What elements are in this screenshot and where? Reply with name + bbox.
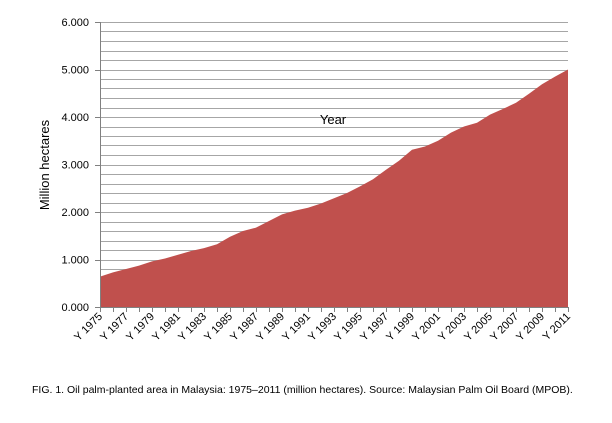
- x-tick-label: Y 2009: [514, 311, 547, 344]
- x-tick-label: Y 2011: [541, 311, 573, 343]
- y-tick-labels: 0.000 1.000 2.000 3.000 4.000 5.000 6.000: [61, 17, 100, 314]
- x-tick-label: Y 1977: [98, 311, 131, 344]
- x-tick-label: Y 1987: [228, 311, 261, 344]
- y-axis-title: Million hectares: [37, 119, 52, 210]
- x-tick-label: Y 1989: [254, 311, 287, 344]
- x-axis-title: Year: [320, 112, 347, 127]
- x-tick-label: Y 2007: [488, 311, 521, 344]
- x-tick-label: Y 1985: [202, 311, 235, 344]
- figure-caption: FIG. 1. Oil palm-planted area in Malaysi…: [32, 384, 573, 396]
- y-tick-label: 1.000: [61, 255, 89, 267]
- y-tick-label: 6.000: [61, 17, 89, 29]
- y-tick-label: 0.000: [61, 302, 89, 314]
- x-tick-label: Y 1983: [176, 311, 209, 344]
- series-area: [100, 69, 568, 307]
- x-tick-label: Y 1975: [72, 311, 105, 344]
- x-tick-label: Y 1979: [124, 311, 157, 344]
- x-tick-label: Y 1995: [332, 311, 365, 344]
- x-tick-label: Y 1999: [384, 311, 417, 344]
- x-tick-label: Y 2005: [462, 311, 495, 344]
- y-tick-label: 5.000: [61, 65, 89, 77]
- y-tick-label: 4.000: [61, 112, 89, 124]
- y-tick-label: 2.000: [61, 207, 89, 219]
- x-tick-label: Y 1981: [150, 311, 183, 344]
- x-tick-label: Y 1993: [306, 311, 339, 344]
- x-tick-label: Y 2003: [436, 311, 469, 344]
- x-tick-label: Y 2001: [410, 311, 443, 344]
- x-tick-label: Y 1991: [280, 311, 313, 344]
- series-area-layer: [100, 69, 568, 307]
- y-tick-label: 3.000: [61, 160, 89, 172]
- x-tick-label: Y 1997: [358, 311, 391, 344]
